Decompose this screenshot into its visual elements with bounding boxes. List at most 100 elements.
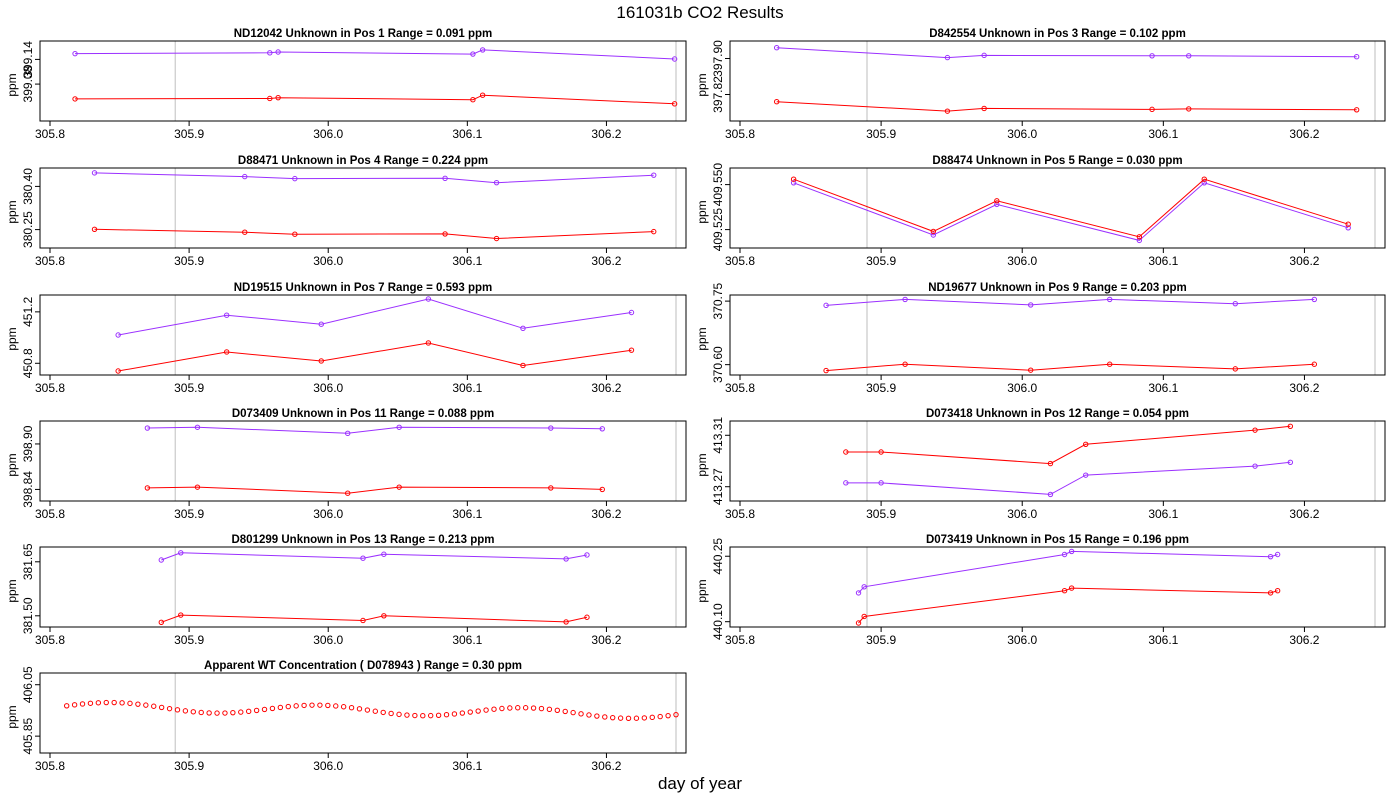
y-axis-label: ppm [5,73,19,96]
y-tick-label: 451.2 [21,297,35,327]
data-point [673,711,679,718]
panel-title: D801299 Unknown in Pos 13 Range = 0.213 … [231,534,494,546]
x-tick-label: 306.2 [1289,127,1319,141]
y-axis-label: ppm [5,453,19,476]
x-tick-label: 306.2 [591,759,621,773]
data-point [944,54,951,61]
x-tick-label: 305.8 [35,381,65,395]
data-point [902,361,908,367]
panel-title: D842554 Unknown in Pos 3 Range = 0.102 p… [929,28,1186,40]
x-tick-label: 306.0 [1007,254,1037,268]
x-tick-label: 306.0 [313,381,343,395]
series-line-purple [147,426,603,434]
data-point [178,550,184,556]
series-line-red [74,94,675,105]
x-tick-label: 306.2 [591,127,621,141]
figure-title: 161031b CO2 Results [616,3,784,22]
y-axis-label: ppm [695,453,709,476]
chart-panel-9: D801299 Unknown in Pos 13 Range = 0.213 … [5,534,687,647]
data-point [285,703,291,710]
data-point [628,309,635,316]
data-point [628,347,635,353]
data-point [823,302,829,309]
y-tick-label: 413.27 [711,468,725,505]
data-point [293,703,299,709]
y-axis-label: ppm [695,327,709,350]
data-point [491,706,497,712]
y-axis-label: ppm [5,200,19,223]
data-point [158,704,165,711]
data-point [1345,225,1351,231]
data-point [79,701,86,707]
series-line-red [858,587,1278,624]
x-tick-label: 306.1 [452,633,482,647]
x-tick-label: 306.1 [452,759,482,773]
data-point [562,708,568,715]
data-point [1027,367,1034,373]
series-line-purple [858,550,1278,594]
data-point [520,362,526,369]
plot-frame [39,546,687,628]
data-point [570,709,576,716]
data-point [1149,53,1155,59]
data-point [665,712,671,719]
plot-frame [729,167,1386,249]
x-tick-label: 306.0 [1007,633,1037,647]
data-point [1274,588,1281,594]
data-point [178,612,184,618]
data-point [493,235,500,242]
data-point [360,617,366,624]
data-point [657,713,663,720]
data-point [790,176,797,182]
data-point [135,701,141,707]
data-point [584,552,590,558]
x-tick-label: 306.1 [452,254,482,268]
series-line-purple [118,298,632,336]
series-line-red [147,486,603,494]
data-point [144,485,151,491]
y-tick-label: 370.75 [711,282,725,319]
data-point [442,175,448,182]
data-point [493,179,500,186]
x-tick-label: 306.2 [591,633,621,647]
panel-title: D88474 Unknown in Pos 5 Range = 0.030 pp… [932,155,1182,167]
series-line-purple [161,552,588,561]
data-point [546,706,553,713]
data-point [479,47,486,53]
x-tick-label: 306.0 [1007,381,1037,395]
plot-frame [39,167,687,249]
y-axis-label: ppm [5,327,19,350]
data-point [878,480,884,486]
data-point [609,714,616,721]
data-point [617,715,624,721]
data-point [206,710,212,716]
x-tick-label: 306.2 [1289,254,1319,268]
data-point [356,706,363,712]
chart-panel-4: D88474 Unknown in Pos 5 Range = 0.030 pp… [695,155,1386,268]
chart-panel-11: Apparent WT Concentration ( D078943 ) Ra… [5,660,687,773]
series-line-purple [793,182,1349,241]
data-point [548,485,554,491]
chart-panel-2: D842554 Unknown in Pos 3 Range = 0.102 p… [695,28,1386,141]
data-point [396,484,402,490]
data-point [671,101,678,107]
data-point [671,56,678,62]
data-point [483,707,489,713]
data-point [1252,463,1258,469]
x-tick-label: 305.9 [174,254,204,268]
data-point [292,231,298,237]
data-point [470,51,476,57]
data-point [348,705,355,711]
data-point [427,712,434,719]
data-point [275,49,281,55]
data-point [267,50,273,56]
y-tick-label: 409.525 [711,208,725,252]
data-point [994,198,1000,204]
x-tick-label: 305.8 [35,633,65,647]
data-point [72,96,78,102]
data-point [223,349,230,355]
data-point [651,228,657,235]
data-point [994,201,1000,208]
data-point [301,702,307,709]
data-point [602,714,608,720]
